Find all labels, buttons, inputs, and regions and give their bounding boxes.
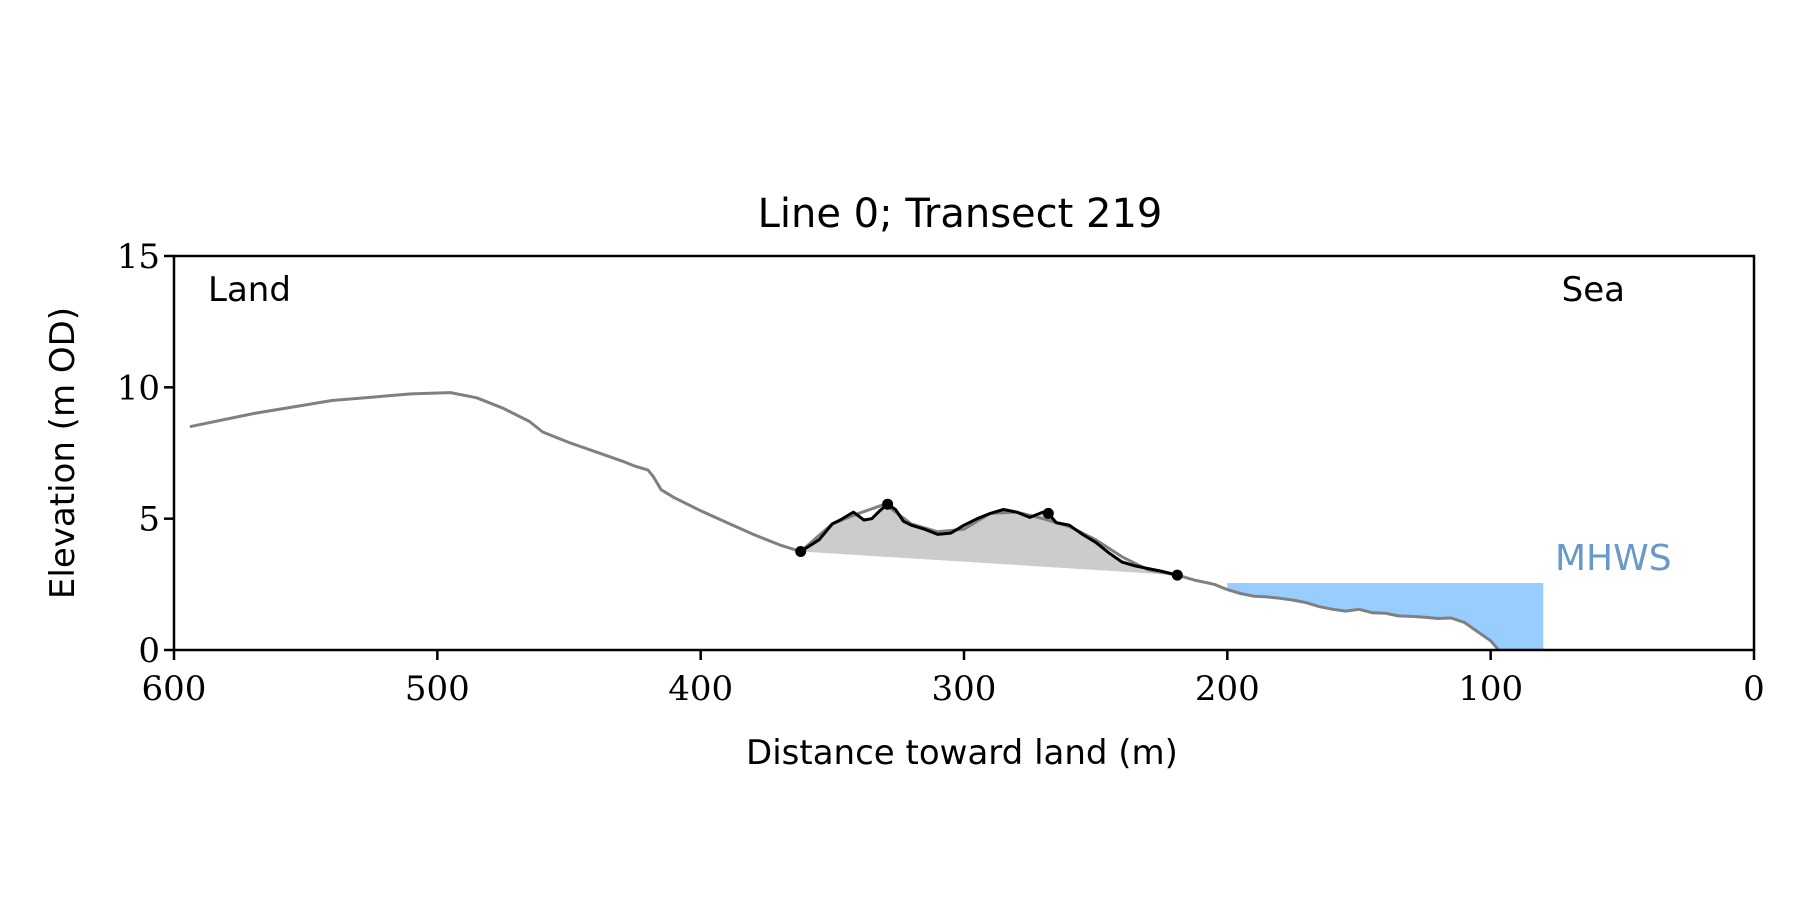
y-tick-label: 10 <box>117 368 160 408</box>
y-tick-label: 15 <box>117 237 160 277</box>
chart-title: Line 0; Transect 219 <box>758 191 1163 237</box>
dune-marker <box>882 498 894 510</box>
dune-marker <box>795 546 807 557</box>
x-tick-label: 0 <box>1743 669 1765 709</box>
x-axis-ticks: 600 500 400 300 200 100 0 <box>142 650 1765 709</box>
plot-content <box>189 391 1544 651</box>
mhws-water-area <box>1227 583 1544 650</box>
x-tick-label: 500 <box>405 669 470 709</box>
x-tick-label: 100 <box>1458 669 1523 709</box>
dune-area <box>800 504 1178 576</box>
x-tick-label: 400 <box>668 669 733 709</box>
mhws-label: MHWS <box>1555 538 1672 579</box>
y-tick-label: 5 <box>138 500 160 540</box>
y-axis-ticks: 0 5 10 15 <box>117 237 174 671</box>
x-tick-label: 200 <box>1195 669 1260 709</box>
dune-profile-line <box>799 502 1178 577</box>
y-tick-label: 0 <box>138 631 160 671</box>
sea-label: Sea <box>1562 270 1625 310</box>
dune-marker <box>1042 507 1054 519</box>
land-label: Land <box>208 270 291 310</box>
x-tick-label: 600 <box>142 669 207 709</box>
y-axis-label: Elevation (m OD) <box>43 307 83 599</box>
x-axis-label: Distance toward land (m) <box>746 733 1178 773</box>
dune-marker <box>1171 569 1183 581</box>
x-tick-label: 300 <box>932 669 997 709</box>
beach-profile-line <box>189 391 1500 651</box>
